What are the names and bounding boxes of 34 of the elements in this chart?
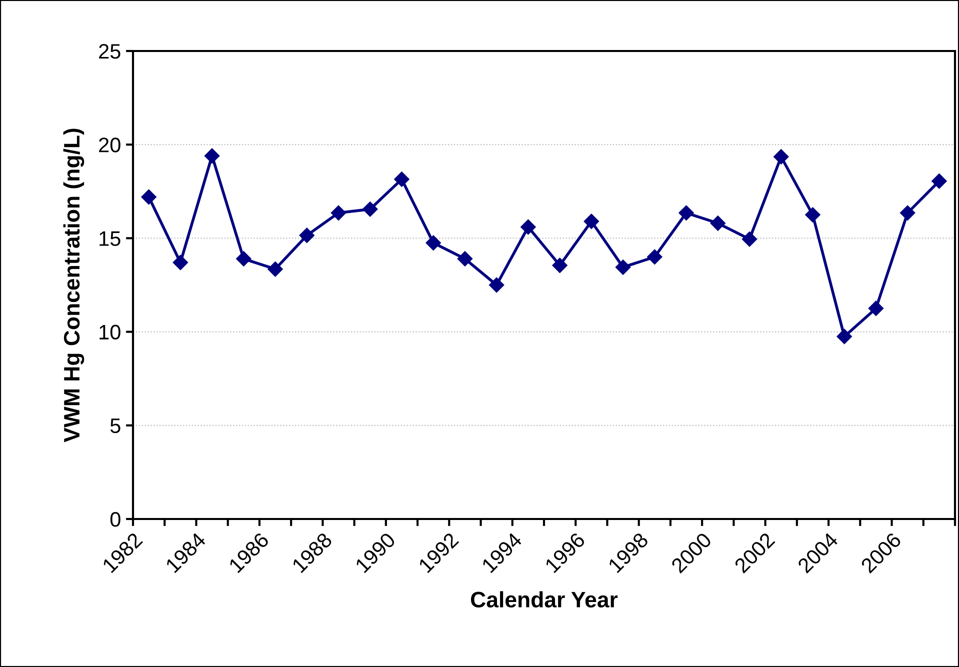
point [615,260,631,275]
point [457,251,473,266]
y-tick-label: 10 [100,324,120,340]
point [552,258,568,273]
point [647,249,662,264]
y-tick-label: 5 [110,418,120,434]
point [742,232,758,247]
point [426,235,441,250]
y-tick-label: 15 [100,231,120,246]
y-axis-title: VWM Hg Concentration (ng/L) [63,128,84,442]
y-tick-label: 20 [99,138,120,152]
point [330,205,346,220]
point [710,216,726,231]
point [489,277,504,293]
point [932,174,947,189]
point [774,149,789,164]
point [868,300,884,316]
y-tick-label: 0 [110,512,120,527]
point [204,148,220,164]
point [299,228,314,243]
point [268,262,283,277]
x-axis-title: Calendar Year [470,591,618,608]
point [172,254,188,270]
point [520,219,536,235]
point [900,205,916,220]
point [141,189,156,205]
point [236,251,252,266]
y-tick-label: 25 [99,44,120,59]
point [394,172,410,187]
point [836,328,852,344]
point [678,205,694,220]
point [362,202,378,217]
point [805,207,820,222]
point [584,214,599,229]
